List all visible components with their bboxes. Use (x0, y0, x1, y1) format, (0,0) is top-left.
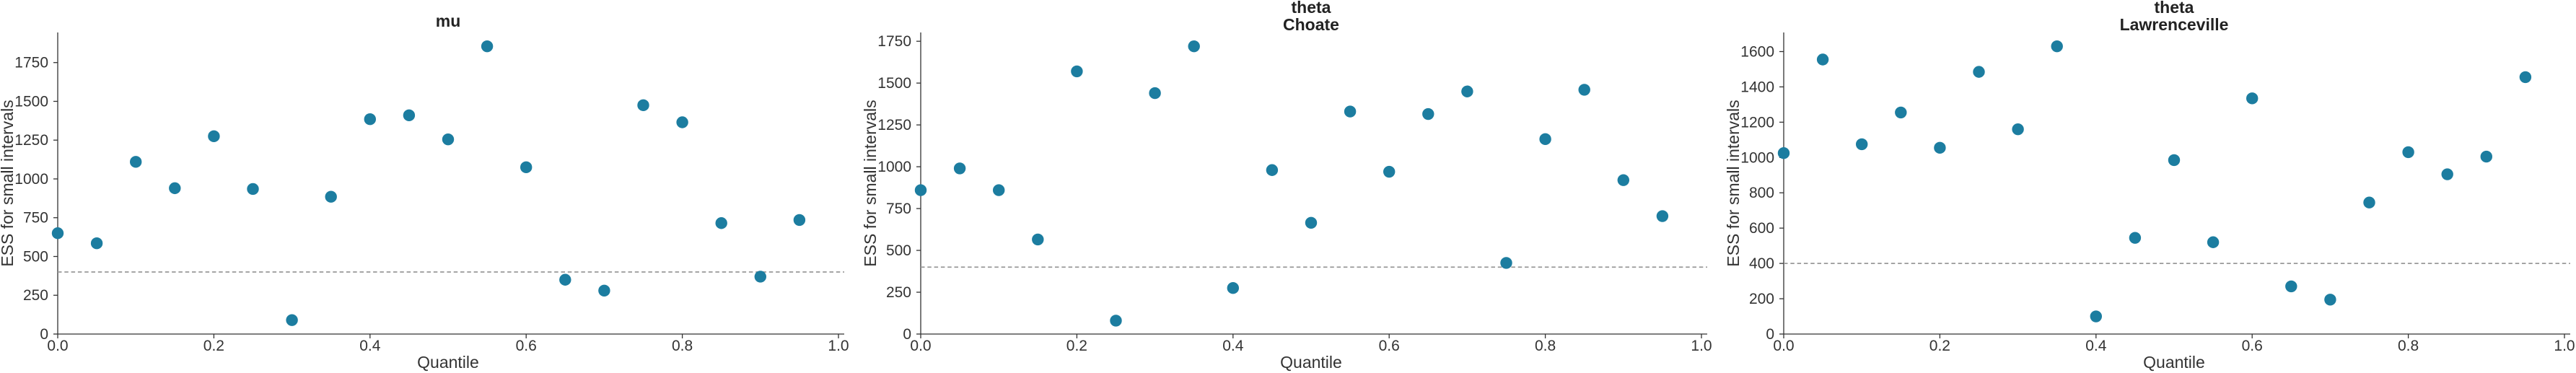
svg-text:0.0: 0.0 (1773, 338, 1794, 354)
svg-text:0.6: 0.6 (516, 338, 537, 354)
svg-text:400: 400 (1749, 255, 1774, 272)
svg-text:0.8: 0.8 (2398, 338, 2419, 354)
svg-text:Choate: Choate (1283, 15, 1339, 34)
svg-text:250: 250 (23, 287, 48, 304)
svg-text:Quantile: Quantile (2143, 353, 2205, 372)
svg-text:1200: 1200 (1740, 114, 1774, 131)
svg-text:1750: 1750 (14, 55, 48, 71)
svg-text:0.6: 0.6 (2242, 338, 2263, 354)
svg-text:1.0: 1.0 (1691, 338, 1712, 354)
svg-text:1000: 1000 (1740, 149, 1774, 166)
svg-text:ESS for small intervals: ESS for small intervals (861, 100, 880, 266)
svg-text:Quantile: Quantile (1280, 353, 1342, 372)
svg-text:Lawrenceville: Lawrenceville (2120, 15, 2229, 34)
svg-text:1000: 1000 (877, 159, 911, 175)
svg-text:mu: mu (436, 12, 461, 30)
svg-text:1250: 1250 (14, 132, 48, 149)
svg-text:0.0: 0.0 (47, 338, 68, 354)
svg-text:1500: 1500 (877, 75, 911, 92)
svg-text:1.0: 1.0 (2554, 338, 2575, 354)
svg-text:ESS for small intervals: ESS for small intervals (0, 100, 17, 266)
svg-text:theta: theta (2155, 0, 2194, 17)
svg-text:0.4: 0.4 (359, 338, 381, 354)
svg-text:500: 500 (886, 242, 911, 259)
svg-text:1400: 1400 (1740, 79, 1774, 95)
svg-text:0.4: 0.4 (2085, 338, 2107, 354)
svg-text:750: 750 (23, 210, 48, 227)
svg-text:250: 250 (886, 284, 911, 301)
svg-text:1250: 1250 (877, 117, 911, 133)
svg-text:200: 200 (1749, 291, 1774, 307)
svg-text:0.2: 0.2 (1066, 338, 1087, 354)
svg-text:Quantile: Quantile (417, 353, 479, 372)
svg-text:0.4: 0.4 (1222, 338, 1244, 354)
svg-text:1000: 1000 (14, 171, 48, 188)
svg-text:500: 500 (23, 248, 48, 265)
svg-text:800: 800 (1749, 185, 1774, 201)
svg-text:theta: theta (1292, 0, 1331, 17)
svg-text:0.2: 0.2 (203, 338, 224, 354)
svg-text:750: 750 (886, 201, 911, 217)
svg-text:0.8: 0.8 (672, 338, 693, 354)
svg-text:600: 600 (1749, 220, 1774, 237)
svg-text:0.2: 0.2 (1929, 338, 1950, 354)
svg-text:1500: 1500 (14, 93, 48, 110)
svg-text:1750: 1750 (877, 33, 911, 50)
svg-text:0.0: 0.0 (910, 338, 931, 354)
svg-text:ESS for small intervals: ESS for small intervals (1724, 100, 1743, 266)
svg-text:1.0: 1.0 (828, 338, 849, 354)
svg-text:0.8: 0.8 (1535, 338, 1556, 354)
svg-text:0.6: 0.6 (1379, 338, 1400, 354)
svg-text:1600: 1600 (1740, 43, 1774, 60)
